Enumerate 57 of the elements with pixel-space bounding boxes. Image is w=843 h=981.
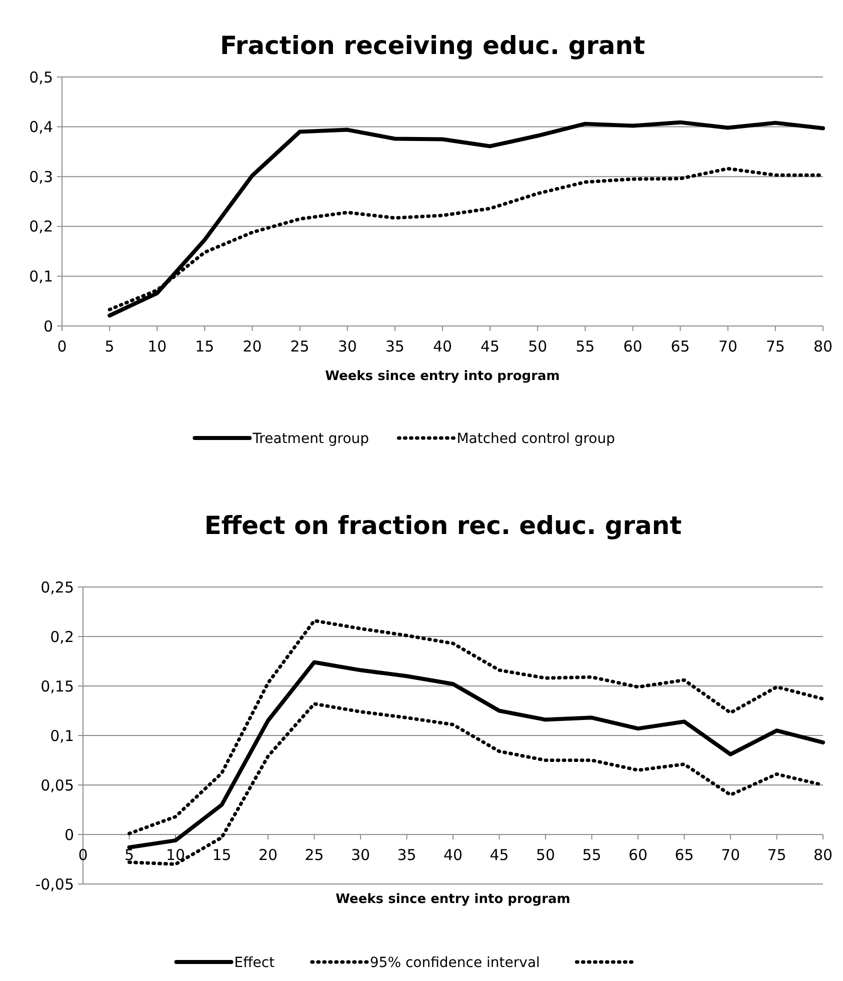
legend-label: Effect — [234, 954, 276, 971]
legend-label: Treatment group — [252, 430, 370, 447]
y-tick-label: 0,25 — [40, 578, 74, 596]
x-tick-label: 35 — [397, 846, 416, 864]
x-tick-label: 30 — [338, 337, 357, 356]
y-tick-label: -0,05 — [35, 875, 74, 894]
legend-label: 95% confidence interval — [370, 954, 540, 971]
x-tick-label: 50 — [536, 846, 556, 864]
chart-title: Effect on fraction rec. educ. grant — [204, 511, 682, 540]
x-tick-label: 40 — [432, 337, 452, 356]
x-tick-label: 60 — [623, 337, 642, 356]
x-tick-label: 50 — [528, 337, 548, 356]
x-tick-label: 25 — [290, 337, 310, 356]
x-tick-label: 40 — [443, 846, 463, 864]
y-tick-label: 0,2 — [29, 218, 53, 236]
y-tick-label: 0,05 — [40, 776, 74, 794]
x-tick-label: 20 — [242, 337, 262, 356]
x-tick-label: 65 — [674, 846, 694, 864]
x-tick-label: 15 — [195, 337, 214, 356]
x-tick-label: 75 — [766, 337, 785, 356]
chart-title: Fraction receiving educ. grant — [220, 31, 646, 60]
y-tick-label: 0,4 — [29, 118, 53, 136]
x-tick-label: 35 — [385, 337, 404, 356]
x-tick-label: 75 — [767, 846, 786, 864]
x-tick-label: 5 — [104, 337, 114, 356]
x-tick-label: 10 — [166, 846, 186, 864]
x-axis-title: Weeks since entry into program — [325, 369, 560, 384]
y-tick-label: 0,15 — [40, 677, 74, 696]
y-tick-label: 0,5 — [29, 68, 53, 86]
x-axis-title: Weeks since entry into program — [336, 892, 570, 907]
y-tick-label: 0,1 — [50, 726, 74, 745]
y-tick-label: 0 — [64, 826, 74, 844]
line-series — [128, 618, 825, 836]
x-tick-label: 55 — [576, 337, 595, 356]
x-tick-label: 20 — [258, 846, 278, 864]
y-tick-label: 0 — [43, 317, 53, 336]
x-tick-label: 65 — [670, 337, 690, 356]
x-tick-label: 5 — [124, 846, 134, 864]
x-tick-label: 80 — [813, 846, 833, 864]
y-tick-label: 0,2 — [50, 628, 74, 646]
x-tick-label: 55 — [582, 846, 602, 864]
legend-label: Matched control group — [456, 430, 616, 447]
x-tick-label: 60 — [628, 846, 648, 864]
x-tick-label: 80 — [813, 337, 833, 356]
line-series — [127, 660, 825, 850]
x-tick-label: 45 — [490, 846, 509, 864]
x-tick-label: 15 — [212, 846, 232, 864]
x-tick-label: 70 — [720, 846, 740, 864]
x-tick-label: 70 — [718, 337, 738, 356]
y-tick-label: 0,3 — [29, 168, 53, 186]
y-tick-label: 0,1 — [29, 267, 53, 286]
x-tick-label: 30 — [350, 846, 370, 864]
x-tick-label: 25 — [304, 846, 324, 864]
x-tick-label: 10 — [148, 337, 167, 356]
x-tick-label: 0 — [78, 846, 88, 864]
x-tick-label: 45 — [480, 337, 500, 356]
line-series — [108, 120, 825, 318]
